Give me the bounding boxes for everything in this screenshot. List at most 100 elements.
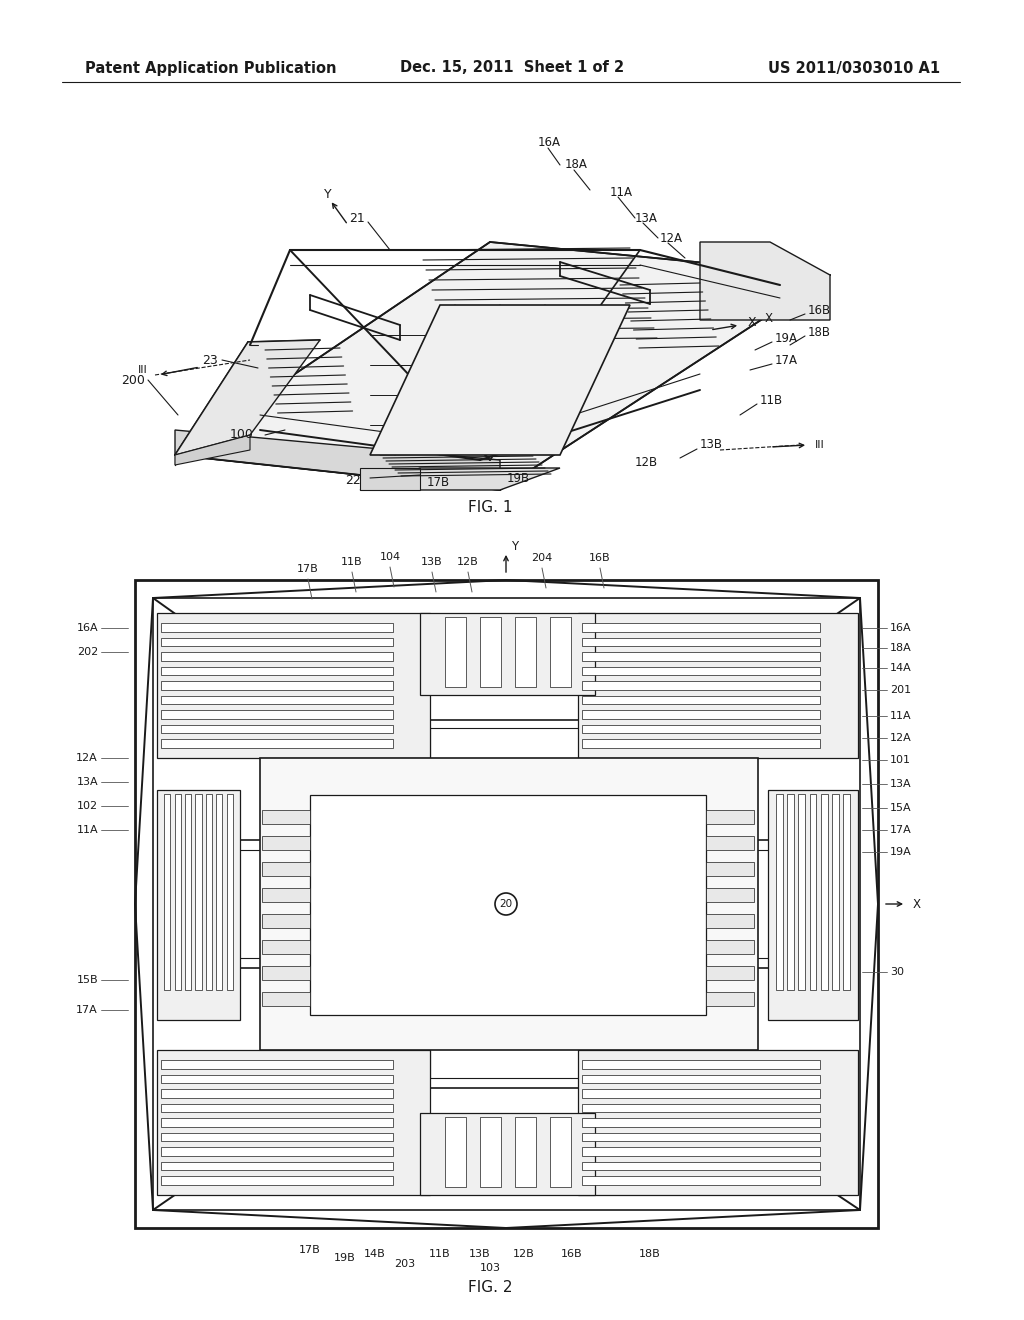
Text: 18B: 18B <box>639 1249 660 1259</box>
Text: 14A: 14A <box>890 663 911 673</box>
Text: 101: 101 <box>890 755 911 766</box>
Polygon shape <box>582 696 820 705</box>
Text: 17B: 17B <box>299 1245 321 1255</box>
Polygon shape <box>161 623 393 632</box>
Polygon shape <box>161 667 393 676</box>
Polygon shape <box>175 430 500 490</box>
Polygon shape <box>582 681 820 690</box>
Text: 17A: 17A <box>76 1005 98 1015</box>
Polygon shape <box>157 789 240 1020</box>
Polygon shape <box>514 616 536 686</box>
Polygon shape <box>157 612 430 758</box>
Polygon shape <box>479 1117 501 1187</box>
Text: 12A: 12A <box>890 733 911 743</box>
Polygon shape <box>161 1104 393 1113</box>
Circle shape <box>495 894 517 915</box>
Polygon shape <box>161 739 393 748</box>
Text: 104: 104 <box>380 552 400 562</box>
Polygon shape <box>833 795 839 990</box>
Text: 102: 102 <box>77 801 98 810</box>
Text: 18A: 18A <box>565 158 588 172</box>
Text: 18A: 18A <box>890 643 911 653</box>
Polygon shape <box>776 795 782 990</box>
Polygon shape <box>706 888 754 902</box>
Polygon shape <box>578 612 858 758</box>
Text: Y: Y <box>511 540 518 553</box>
Polygon shape <box>185 795 191 990</box>
Text: 19B: 19B <box>334 1253 356 1263</box>
Polygon shape <box>216 795 222 990</box>
Text: 16A: 16A <box>77 623 98 634</box>
Polygon shape <box>706 993 754 1006</box>
Text: Y: Y <box>325 189 332 202</box>
Text: 15B: 15B <box>77 975 98 985</box>
Polygon shape <box>161 1176 393 1185</box>
Text: 203: 203 <box>394 1259 416 1269</box>
Polygon shape <box>161 696 393 705</box>
Polygon shape <box>768 789 858 1020</box>
Polygon shape <box>161 681 393 690</box>
Polygon shape <box>706 966 754 979</box>
Polygon shape <box>582 1176 820 1185</box>
Polygon shape <box>582 1074 820 1084</box>
Text: 16A: 16A <box>538 136 561 149</box>
Text: 13A: 13A <box>635 211 657 224</box>
Text: Patent Application Publication: Patent Application Publication <box>85 61 337 75</box>
Polygon shape <box>161 1147 393 1156</box>
Text: 16B: 16B <box>808 304 831 317</box>
Text: 201: 201 <box>890 685 911 696</box>
Polygon shape <box>153 598 860 1210</box>
Polygon shape <box>582 725 820 734</box>
Text: 16B: 16B <box>561 1249 583 1259</box>
Polygon shape <box>310 795 706 1015</box>
Text: X: X <box>913 898 921 911</box>
Text: 11A: 11A <box>77 825 98 836</box>
Polygon shape <box>196 795 202 990</box>
Text: X: X <box>765 312 773 325</box>
Polygon shape <box>706 862 754 876</box>
Polygon shape <box>810 795 816 990</box>
Text: 19A: 19A <box>775 331 798 345</box>
Polygon shape <box>444 1117 466 1187</box>
Text: 17A: 17A <box>890 825 911 836</box>
Polygon shape <box>420 612 595 696</box>
Polygon shape <box>706 836 754 850</box>
Polygon shape <box>157 1049 430 1195</box>
Polygon shape <box>175 795 181 990</box>
Polygon shape <box>262 913 310 928</box>
Text: 19A: 19A <box>890 847 911 857</box>
Text: 17B: 17B <box>297 564 318 574</box>
Polygon shape <box>479 616 501 686</box>
Text: 202: 202 <box>77 647 98 657</box>
Polygon shape <box>799 795 805 990</box>
Polygon shape <box>578 1049 858 1195</box>
Text: 12B: 12B <box>635 455 658 469</box>
Text: III: III <box>815 440 824 450</box>
Text: 18B: 18B <box>808 326 831 338</box>
Text: 12B: 12B <box>513 1249 535 1259</box>
Polygon shape <box>175 436 250 465</box>
Text: 14B: 14B <box>365 1249 386 1259</box>
Polygon shape <box>787 795 794 990</box>
Polygon shape <box>706 913 754 928</box>
Polygon shape <box>161 652 393 661</box>
Text: 17B: 17B <box>426 475 450 488</box>
Text: US 2011/0303010 A1: US 2011/0303010 A1 <box>768 61 940 75</box>
Polygon shape <box>444 616 466 686</box>
Text: FIG. 1: FIG. 1 <box>468 500 512 516</box>
Polygon shape <box>582 1060 820 1069</box>
Polygon shape <box>175 341 319 455</box>
Text: 30: 30 <box>890 968 904 977</box>
Polygon shape <box>161 725 393 734</box>
Text: 23: 23 <box>203 354 218 367</box>
Polygon shape <box>161 1133 393 1142</box>
Polygon shape <box>161 638 393 647</box>
Text: 12A: 12A <box>660 231 683 244</box>
Text: 21: 21 <box>349 211 365 224</box>
Polygon shape <box>821 795 827 990</box>
Text: 16B: 16B <box>589 553 610 564</box>
Polygon shape <box>161 710 393 719</box>
Polygon shape <box>161 1060 393 1069</box>
Text: 20: 20 <box>500 899 513 909</box>
Polygon shape <box>582 710 820 719</box>
